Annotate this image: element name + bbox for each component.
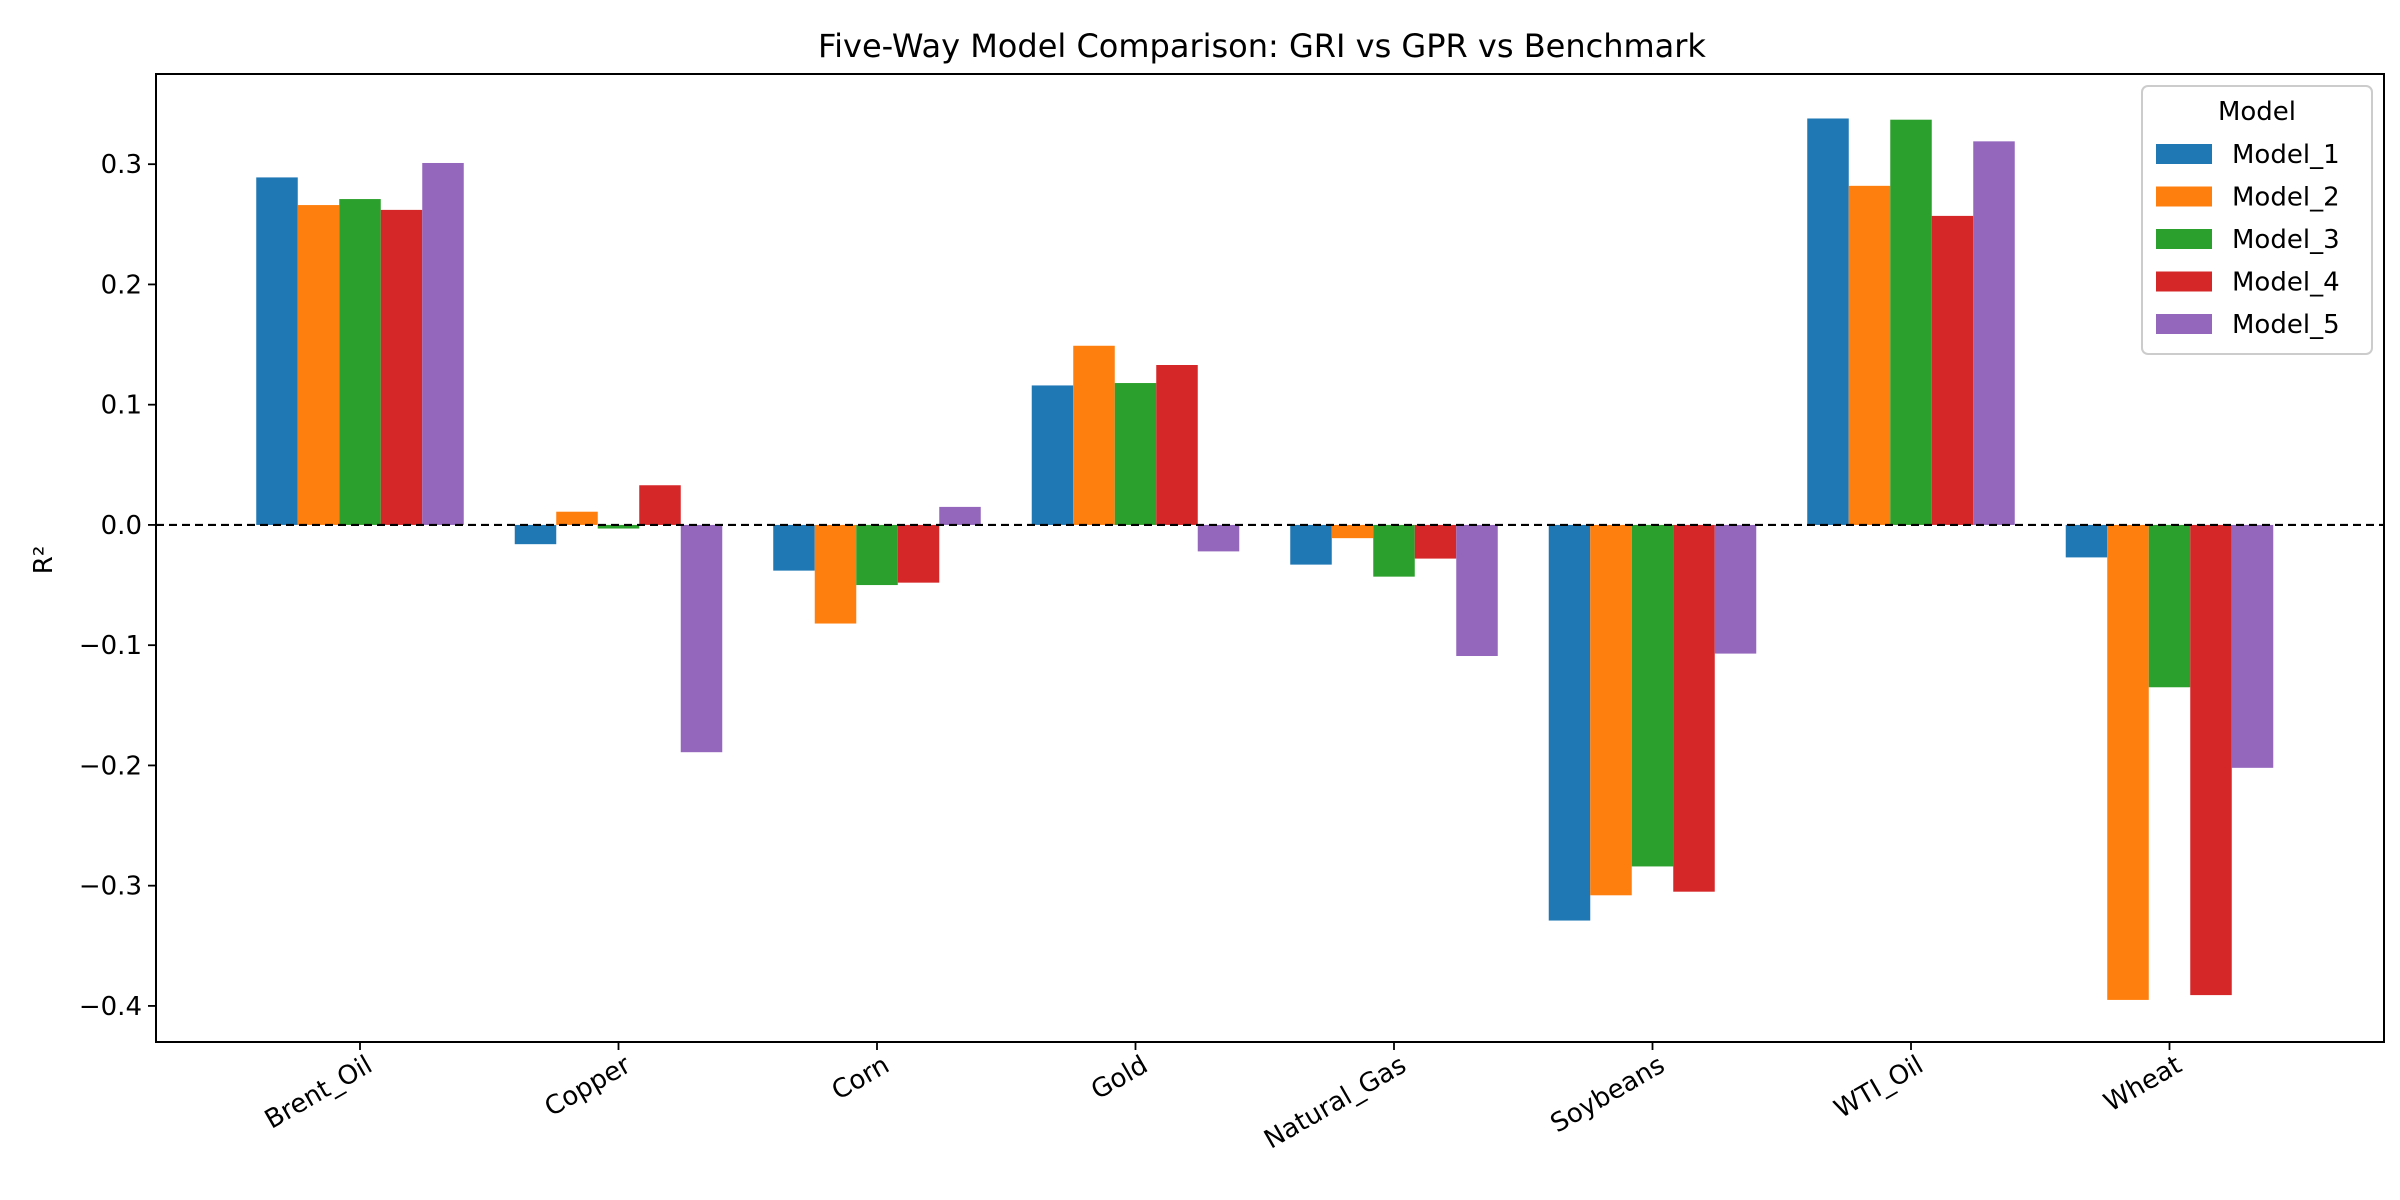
bars-layer — [256, 118, 2274, 1000]
x-tick-label: Natural_Gas — [1259, 1050, 1411, 1155]
x-tick-label: Brent_Oil — [260, 1050, 378, 1135]
bar-model-1-gold — [1031, 385, 1074, 525]
x-tick-label: Gold — [1086, 1050, 1153, 1106]
bar-model-5-wheat — [2231, 524, 2274, 768]
bar-model-1-corn — [773, 524, 815, 571]
bar-model-4-gold — [1156, 365, 1198, 525]
bar-model-4-copper — [639, 485, 681, 525]
y-tick-label: 0.0 — [101, 511, 142, 541]
x-tick-label: Corn — [827, 1050, 895, 1106]
bar-model-1-soybeans — [1548, 524, 1591, 921]
bar-model-5-gold — [1197, 524, 1240, 552]
bar-model-1-brent-oil — [256, 177, 298, 525]
legend-items: Model_1 Model_2 Model_3 Model_4 Model_5 — [2156, 140, 2340, 340]
bar-model-4-brent-oil — [380, 209, 423, 525]
bar-model-2-wheat — [2107, 524, 2149, 1000]
legend-label-model-4: Model_4 — [2232, 268, 2340, 298]
y-tick-label: −0.1 — [79, 631, 142, 661]
x-tick-label: Soybeans — [1546, 1050, 1670, 1139]
bar-model-3-wheat — [2148, 524, 2191, 688]
bar-model-5-corn — [939, 506, 981, 525]
legend-swatch-model-3 — [2156, 229, 2212, 249]
bar-model-3-soybeans — [1631, 524, 1674, 867]
legend-label-model-5: Model_5 — [2232, 310, 2340, 340]
legend-swatch-model-2 — [2156, 186, 2212, 207]
bar-model-4-wheat — [2190, 524, 2232, 996]
bar-model-4-wti-oil — [1931, 215, 1974, 525]
bar-model-3-natural-gas — [1373, 524, 1415, 577]
x-tick-label: Copper — [540, 1050, 636, 1123]
y-tick-label: 0.1 — [101, 391, 142, 421]
legend-title: Model — [2218, 97, 2296, 127]
legend-swatch-model-5 — [2156, 314, 2212, 334]
chart-title: Five-Way Model Comparison: GRI vs GPR vs… — [818, 27, 1706, 65]
bar-model-1-wti-oil — [1807, 118, 1849, 525]
bar-model-4-corn — [897, 524, 940, 583]
legend-label-model-3: Model_3 — [2232, 225, 2340, 255]
bar-model-2-natural-gas — [1331, 524, 1374, 539]
legend-swatch-model-1 — [2156, 144, 2212, 164]
x-tick-label: WTI_Oil — [1829, 1050, 1928, 1125]
bar-model-4-soybeans — [1673, 524, 1715, 892]
bar-model-2-corn — [814, 524, 857, 624]
bar-model-5-wti-oil — [1973, 141, 2015, 525]
bar-model-2-wti-oil — [1848, 185, 1891, 525]
bar-model-2-copper — [556, 511, 598, 525]
bar-model-3-gold — [1114, 383, 1157, 525]
bar-model-5-natural-gas — [1456, 524, 1498, 657]
x-axis: Brent_Oil Copper Corn Gold Natural_Gas Soybea… — [260, 1042, 2187, 1155]
y-tick-label: −0.3 — [79, 872, 142, 902]
y-tick-label: 0.2 — [101, 270, 142, 300]
legend-label-model-1: Model_1 — [2232, 140, 2340, 170]
y-tick-label: −0.2 — [79, 751, 142, 781]
legend: Model Model_1Model_2Model_3Model_4Model_… — [2141, 85, 2373, 355]
legend-swatch-model-4 — [2156, 271, 2212, 292]
x-tick-label: Wheat — [2099, 1050, 2187, 1118]
plot-frame — [155, 73, 2385, 1043]
bar-model-2-brent-oil — [297, 205, 340, 525]
bar-model-1-copper — [514, 524, 557, 545]
bar-model-1-wheat — [2065, 524, 2108, 558]
bar-model-4-natural-gas — [1414, 524, 1457, 559]
y-axis: −0.4 −0.3 −0.2 −0.1 0.0 0.1 0.2 0.3 — [79, 150, 156, 1022]
y-tick-label: −0.4 — [79, 992, 142, 1022]
bar-model-3-corn — [856, 524, 898, 586]
bar-model-5-soybeans — [1714, 524, 1757, 654]
bar-model-3-brent-oil — [339, 199, 381, 525]
legend-label-model-2: Model_2 — [2232, 183, 2340, 213]
bar-model-2-gold — [1073, 345, 1115, 525]
bar-model-5-copper — [680, 524, 723, 753]
y-tick-label: 0.3 — [101, 150, 142, 180]
bar-model-2-soybeans — [1590, 524, 1632, 896]
bar-model-5-brent-oil — [422, 162, 464, 525]
bar-model-3-copper — [597, 524, 640, 529]
y-axis-label: R² — [29, 546, 59, 575]
bar-model-1-natural-gas — [1290, 524, 1332, 565]
bar-model-3-wti-oil — [1890, 119, 1932, 525]
